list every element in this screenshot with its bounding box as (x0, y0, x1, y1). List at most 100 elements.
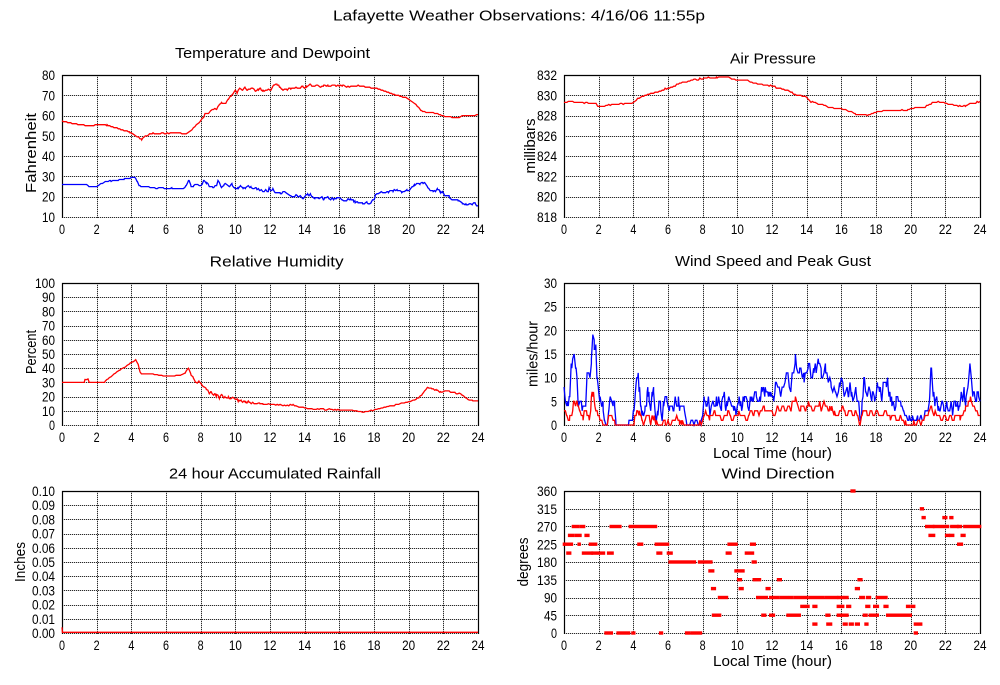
svg-text:24: 24 (974, 430, 987, 445)
svg-text:70: 70 (42, 319, 55, 334)
svg-text:40: 40 (42, 361, 55, 376)
svg-text:270: 270 (537, 520, 557, 535)
svg-text:30: 30 (42, 169, 55, 184)
svg-text:820: 820 (537, 190, 557, 205)
svg-text:45: 45 (544, 608, 557, 623)
svg-text:8: 8 (700, 222, 706, 237)
svg-text:0: 0 (561, 222, 567, 237)
svg-text:832: 832 (537, 68, 557, 83)
svg-text:Local Time (hour): Local Time (hour) (713, 446, 832, 462)
svg-text:70: 70 (42, 88, 55, 103)
svg-text:18: 18 (870, 638, 883, 653)
svg-text:8: 8 (700, 638, 706, 653)
svg-text:8: 8 (198, 430, 204, 445)
svg-text:25: 25 (544, 300, 557, 315)
svg-text:0.05: 0.05 (32, 555, 55, 570)
svg-text:30: 30 (42, 375, 55, 390)
svg-text:0: 0 (551, 418, 557, 433)
svg-text:22: 22 (437, 638, 450, 653)
svg-text:20: 20 (904, 638, 917, 653)
svg-text:10: 10 (229, 638, 242, 653)
svg-text:10: 10 (229, 430, 242, 445)
svg-text:0.01: 0.01 (32, 612, 55, 627)
svg-text:Percent: Percent (24, 330, 40, 374)
svg-text:6: 6 (665, 638, 671, 653)
svg-text:14: 14 (800, 222, 813, 237)
svg-text:8: 8 (198, 222, 204, 237)
svg-text:6: 6 (665, 430, 671, 445)
svg-text:830: 830 (537, 88, 557, 103)
svg-text:Relative Humidity: Relative Humidity (210, 255, 345, 271)
svg-text:2: 2 (94, 430, 100, 445)
svg-text:0.09: 0.09 (32, 498, 55, 513)
svg-text:2: 2 (596, 638, 602, 653)
svg-text:135: 135 (537, 573, 557, 588)
svg-text:degrees: degrees (516, 538, 532, 587)
svg-text:4: 4 (128, 430, 134, 445)
svg-text:10: 10 (731, 430, 744, 445)
svg-text:18: 18 (368, 638, 381, 653)
svg-text:0: 0 (59, 430, 65, 445)
svg-text:16: 16 (835, 222, 848, 237)
svg-text:2: 2 (94, 222, 100, 237)
svg-text:16: 16 (333, 222, 346, 237)
svg-text:0.02: 0.02 (32, 598, 55, 613)
svg-text:20: 20 (544, 323, 557, 338)
svg-text:824: 824 (537, 149, 557, 164)
svg-text:826: 826 (537, 129, 557, 144)
svg-text:14: 14 (298, 430, 311, 445)
svg-text:Temperature and Dewpoint: Temperature and Dewpoint (175, 46, 370, 62)
svg-text:22: 22 (437, 430, 450, 445)
svg-text:20: 20 (402, 638, 415, 653)
svg-text:2: 2 (94, 638, 100, 653)
svg-text:4: 4 (630, 430, 636, 445)
svg-text:18: 18 (368, 430, 381, 445)
svg-text:315: 315 (537, 502, 557, 517)
svg-text:0: 0 (561, 638, 567, 653)
svg-text:360: 360 (537, 484, 557, 499)
svg-text:4: 4 (128, 222, 134, 237)
svg-text:20: 20 (904, 222, 917, 237)
svg-text:12: 12 (264, 638, 277, 653)
svg-text:6: 6 (665, 222, 671, 237)
svg-text:24 hour Accumulated Rainfall: 24 hour Accumulated Rainfall (169, 467, 381, 483)
svg-text:Lafayette Weather Observations: Lafayette Weather Observations: 4/16/06 … (333, 9, 705, 25)
svg-text:Wind Direction: Wind Direction (722, 467, 835, 483)
svg-text:80: 80 (42, 68, 55, 83)
svg-text:20: 20 (42, 190, 55, 205)
svg-text:6: 6 (163, 430, 169, 445)
svg-text:10: 10 (42, 404, 55, 419)
svg-text:Local Time (hour): Local Time (hour) (713, 654, 832, 670)
svg-text:22: 22 (939, 430, 952, 445)
svg-text:12: 12 (766, 430, 779, 445)
svg-text:18: 18 (870, 430, 883, 445)
svg-text:24: 24 (974, 222, 987, 237)
svg-text:5: 5 (551, 394, 557, 409)
svg-text:14: 14 (800, 430, 813, 445)
svg-text:18: 18 (368, 222, 381, 237)
svg-text:24: 24 (472, 638, 485, 653)
svg-text:14: 14 (800, 638, 813, 653)
svg-text:0: 0 (59, 638, 65, 653)
svg-text:20: 20 (402, 430, 415, 445)
svg-text:2: 2 (596, 222, 602, 237)
svg-text:20: 20 (42, 390, 55, 405)
svg-text:8: 8 (700, 430, 706, 445)
svg-text:40: 40 (42, 149, 55, 164)
svg-text:16: 16 (835, 638, 848, 653)
svg-text:24: 24 (472, 222, 485, 237)
svg-text:0.04: 0.04 (32, 569, 55, 584)
svg-text:0: 0 (49, 418, 55, 433)
svg-text:0.00: 0.00 (32, 626, 55, 641)
svg-text:818: 818 (537, 210, 557, 225)
svg-text:Wind Speed and Peak Gust: Wind Speed and Peak Gust (675, 254, 871, 270)
svg-text:20: 20 (402, 222, 415, 237)
svg-text:22: 22 (437, 222, 450, 237)
svg-text:16: 16 (333, 638, 346, 653)
svg-text:0.10: 0.10 (32, 484, 55, 499)
svg-text:0.06: 0.06 (32, 541, 55, 556)
svg-text:12: 12 (264, 222, 277, 237)
svg-text:18: 18 (870, 222, 883, 237)
svg-text:60: 60 (42, 109, 55, 124)
svg-text:10: 10 (544, 371, 557, 386)
